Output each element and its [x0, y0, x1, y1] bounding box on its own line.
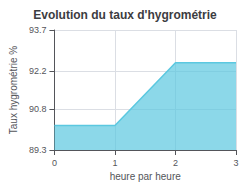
svg-text:92.2: 92.2	[29, 66, 47, 76]
svg-text:0: 0	[52, 158, 57, 168]
svg-text:Taux hygrométrie %: Taux hygrométrie %	[8, 46, 19, 134]
svg-text:90.8: 90.8	[29, 104, 47, 114]
svg-text:93.7: 93.7	[29, 25, 47, 35]
svg-text:heure par heure: heure par heure	[110, 171, 182, 182]
svg-text:2: 2	[173, 158, 178, 168]
svg-text:Evolution du taux d'hygrométri: Evolution du taux d'hygrométrie	[33, 8, 217, 22]
svg-text:1: 1	[112, 158, 117, 168]
svg-text:3: 3	[233, 158, 238, 168]
svg-text:89.3: 89.3	[29, 145, 47, 155]
